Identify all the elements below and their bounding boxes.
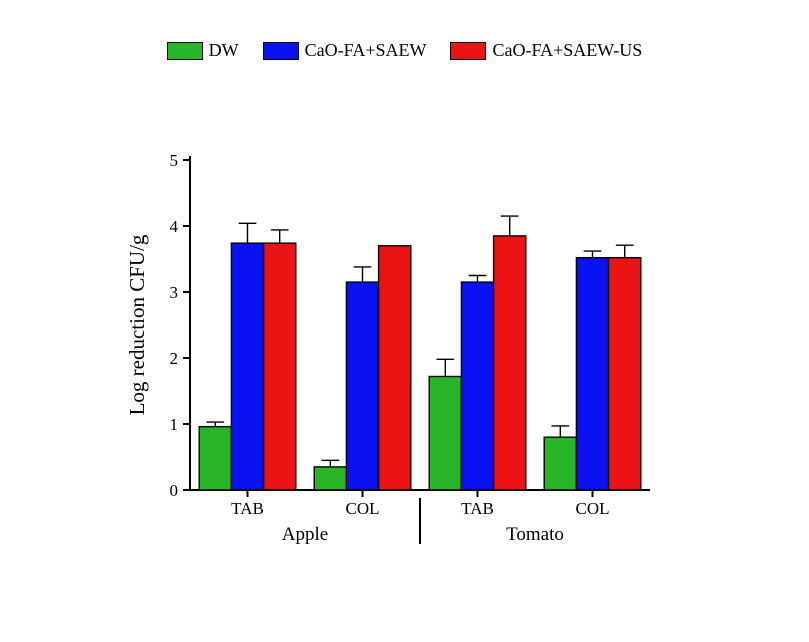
svg-text:TAB: TAB — [231, 499, 264, 518]
svg-text:2: 2 — [170, 349, 179, 368]
legend-swatch-dw — [167, 42, 203, 60]
chart-svg: 0 1 2 3 4 5 Log reduction CFU/g TAB COL Apple TAB C… — [120, 140, 680, 570]
svg-text:TAB: TAB — [461, 499, 494, 518]
svg-text:3: 3 — [170, 283, 179, 302]
svg-text:COL: COL — [346, 499, 380, 518]
legend-swatch-saew — [263, 42, 299, 60]
chart-page: { "chart": { "type": "bar", "ylabel": "L… — [0, 0, 809, 642]
legend-swatch-saew-us — [450, 42, 486, 60]
svg-text:5: 5 — [170, 151, 179, 170]
legend-label-dw: DW — [209, 40, 239, 61]
legend-item-saew-us: CaO-FA+SAEW-US — [450, 40, 642, 61]
legend-item-saew: CaO-FA+SAEW — [263, 40, 427, 61]
legend: DW CaO-FA+SAEW CaO-FA+SAEW-US — [0, 40, 809, 61]
legend-item-dw: DW — [167, 40, 239, 61]
svg-text:4: 4 — [170, 217, 179, 236]
svg-text:Tomato: Tomato — [506, 524, 564, 545]
svg-text:0: 0 — [170, 481, 179, 500]
svg-text:Log reduction CFU/g: Log reduction CFU/g — [125, 234, 149, 415]
svg-text:COL: COL — [576, 499, 610, 518]
legend-label-saew-us: CaO-FA+SAEW-US — [492, 40, 642, 61]
svg-text:1: 1 — [170, 415, 179, 434]
svg-text:Apple: Apple — [282, 524, 328, 545]
legend-label-saew: CaO-FA+SAEW — [305, 40, 427, 61]
bar-chart: 0 1 2 3 4 5 Log reduction CFU/g TAB COL Apple TAB C… — [120, 140, 680, 570]
